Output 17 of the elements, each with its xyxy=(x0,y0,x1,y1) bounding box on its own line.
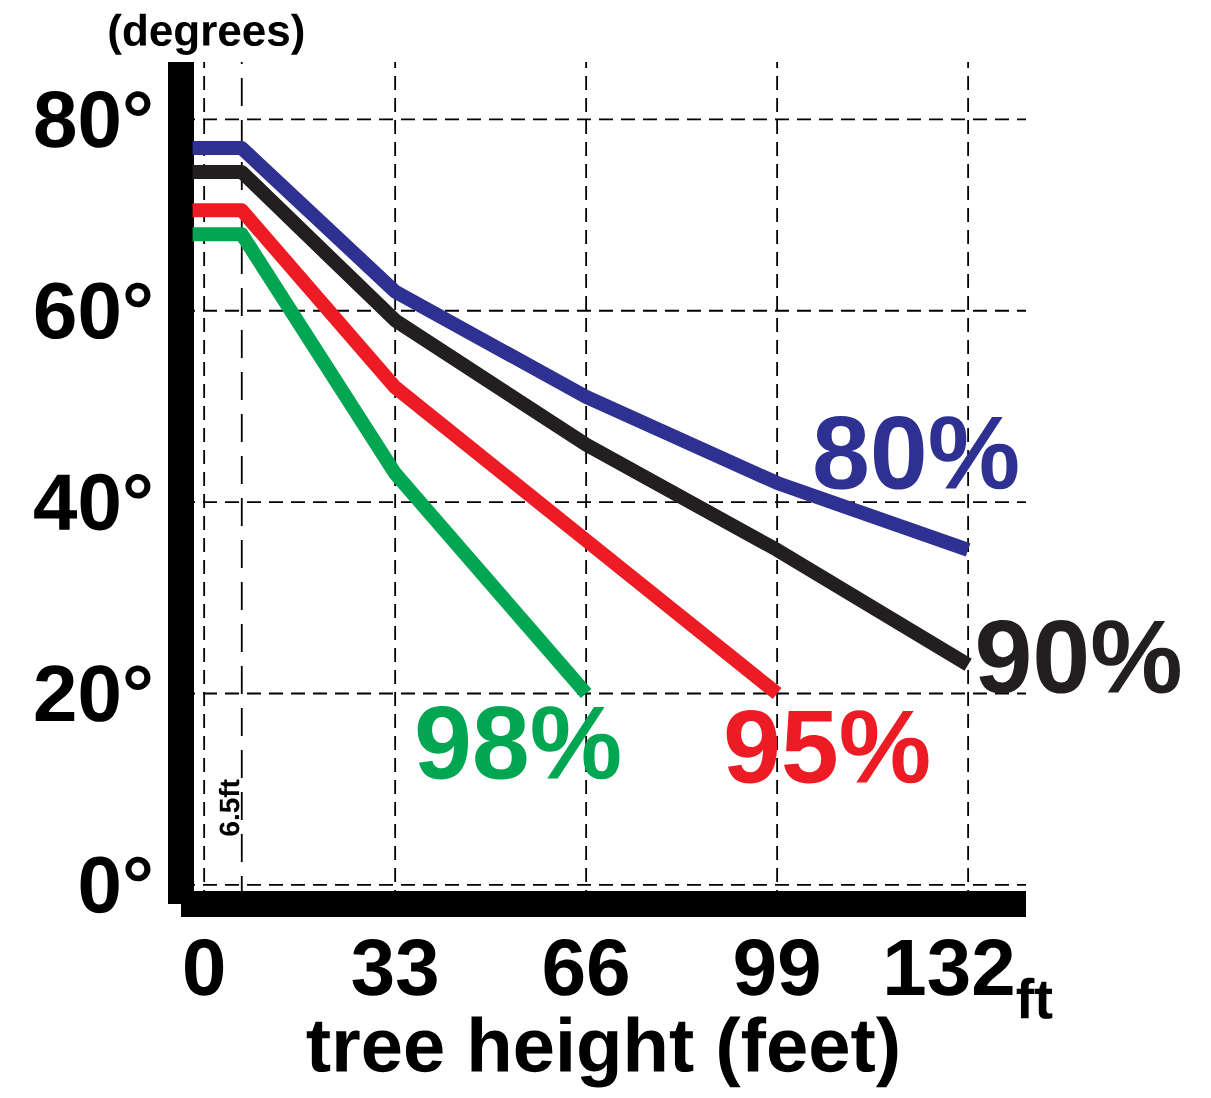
y-tick-label: 60° xyxy=(35,282,151,340)
x-axis-title: tree height (feet) xyxy=(306,1016,898,1088)
x-tick-label: 132$_{ft}$ xyxy=(887,939,1053,1019)
y-tick-label: 20° xyxy=(35,665,151,722)
y-tick-label: 0° xyxy=(80,856,151,914)
series-label: 98% xyxy=(417,705,620,780)
x-tick-label: 99 xyxy=(735,939,819,996)
y-tick-label: 80° xyxy=(35,91,151,148)
x-tick-label: 0 xyxy=(185,939,224,996)
series-label: 95% xyxy=(726,709,929,784)
ref-line-label: 6.5ft xyxy=(218,779,240,836)
y-axis-title: (degrees) xyxy=(109,13,304,55)
x-tick-label: 66 xyxy=(544,939,628,996)
y-tick-label: 40° xyxy=(34,473,151,531)
x-tick-label: 33 xyxy=(352,939,437,996)
series-label: 80% xyxy=(815,415,1018,490)
series-label: 90% xyxy=(978,619,1180,694)
